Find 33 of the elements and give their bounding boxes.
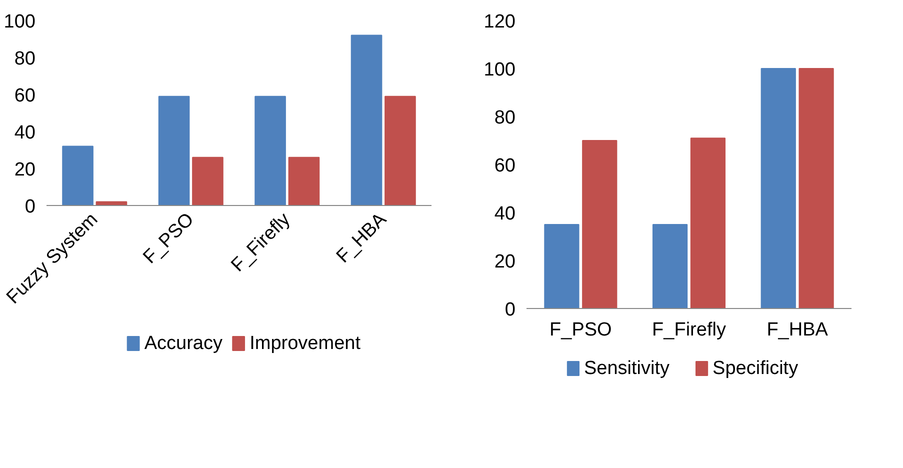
bar [62, 146, 94, 206]
bar [350, 34, 382, 206]
bar [384, 96, 416, 206]
x-tick-label: F_PSO [550, 320, 612, 340]
y-tick-label: 20 [494, 252, 516, 272]
legend-label: Accuracy [144, 333, 223, 354]
legend-label: Specificity [712, 358, 799, 379]
bar [798, 68, 834, 308]
legend-label: Sensitivity [584, 358, 670, 379]
bar [582, 140, 618, 308]
bar [652, 224, 688, 308]
bar [690, 138, 726, 308]
y-tick-label: 0 [504, 300, 516, 320]
y-tick-label: 60 [14, 86, 36, 106]
bar [192, 156, 224, 206]
bar [288, 156, 320, 206]
y-tick-label: 120 [484, 12, 516, 32]
y-tick-label: 100 [4, 12, 36, 32]
y-tick-label: 80 [14, 48, 36, 70]
y-tick-label: 100 [484, 60, 516, 80]
y-tick-label: 40 [494, 204, 516, 224]
bar [760, 68, 796, 308]
bar [544, 224, 580, 308]
y-tick-label: 40 [14, 122, 36, 144]
y-tick-label: 60 [494, 156, 516, 176]
y-tick-label: 80 [494, 108, 516, 128]
bar [254, 96, 286, 206]
x-tick-label: F_Firefly [652, 320, 726, 340]
y-tick-label: 0 [24, 196, 36, 218]
x-tick-label: F_HBA [766, 320, 828, 340]
y-tick-label: 20 [14, 160, 36, 180]
bar [158, 96, 190, 206]
legend-label: Improvement [250, 333, 362, 354]
